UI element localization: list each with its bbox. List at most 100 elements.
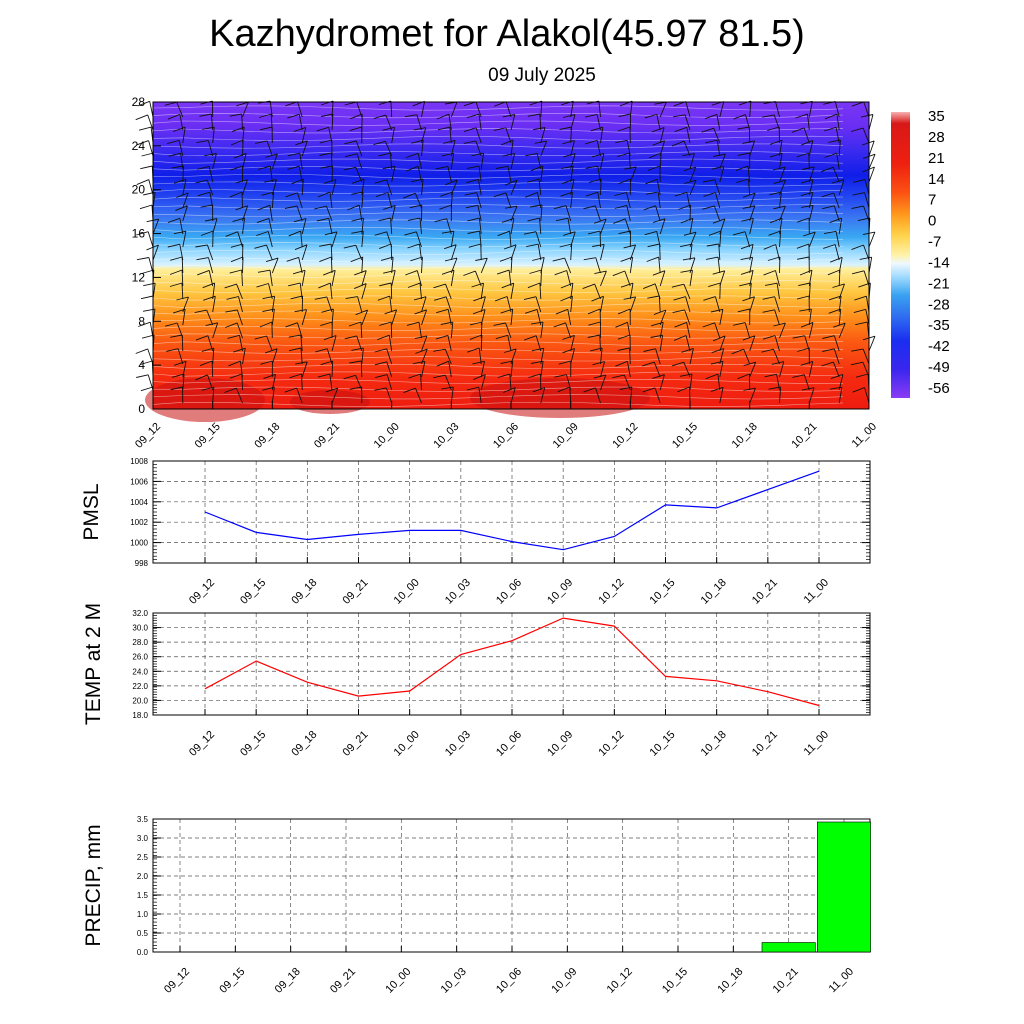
wind-barb xyxy=(435,334,452,352)
wind-barb xyxy=(464,192,482,209)
wind-barb xyxy=(824,230,840,248)
wind-barb xyxy=(823,126,840,144)
wind-barb xyxy=(562,114,576,131)
wind-barb xyxy=(261,191,275,209)
x-tick-label: 10_00 xyxy=(392,729,422,759)
wind-barb xyxy=(769,139,783,157)
colorbar-label: 7 xyxy=(928,192,936,209)
precip-bar xyxy=(816,821,871,953)
wind-barb xyxy=(411,139,424,157)
wind-barb xyxy=(496,269,512,287)
wind-barb xyxy=(735,165,751,183)
contour-line xyxy=(152,113,844,119)
wind-barb xyxy=(525,152,542,170)
contour-line xyxy=(152,386,844,392)
wind-barb xyxy=(232,217,246,235)
y-tick-label: 0.5 xyxy=(137,929,149,938)
wind-barb xyxy=(850,127,870,144)
wind-barb xyxy=(672,114,691,131)
wind-barb xyxy=(827,269,841,287)
x-tick-label: 10_12 xyxy=(596,577,626,607)
grid xyxy=(153,461,870,563)
wind-barbs xyxy=(135,100,876,404)
warm-core xyxy=(145,378,265,422)
wind-barb xyxy=(762,296,780,313)
y-axis-label: TEMP at 2 M xyxy=(82,603,105,725)
wind-barb xyxy=(644,230,661,248)
wind-barb xyxy=(554,374,572,391)
wind-barb xyxy=(469,334,483,352)
wind-barb xyxy=(345,296,363,313)
x-tick-label: 10_18 xyxy=(699,577,729,607)
wind-barb xyxy=(344,335,363,352)
wind-barb xyxy=(563,231,576,248)
wind-barb xyxy=(674,126,691,144)
wind-barb xyxy=(172,308,186,326)
wind-barb xyxy=(320,360,334,378)
wind-barb xyxy=(529,269,542,287)
y-tick-label: 3.0 xyxy=(137,834,149,843)
wind-barb xyxy=(829,217,843,235)
wind-barb xyxy=(832,283,845,300)
wind-barb xyxy=(167,217,184,235)
wind-barb xyxy=(532,387,546,404)
x-tick-label: 10_18 xyxy=(699,729,729,759)
wind-barb xyxy=(614,192,631,209)
x-tick-label: 10_03 xyxy=(443,729,473,759)
wind-barb xyxy=(466,386,482,404)
y-tick-label: 28.0 xyxy=(132,638,148,647)
wind-barb xyxy=(224,283,243,300)
plot-frame xyxy=(152,818,871,953)
wind-barb xyxy=(317,191,333,209)
wind-barb xyxy=(828,295,842,313)
warm-core xyxy=(290,390,370,414)
wind-barb xyxy=(736,178,751,196)
wind-barb xyxy=(501,282,515,300)
wind-barb xyxy=(437,126,452,144)
wind-barb xyxy=(323,179,337,196)
wind-barb xyxy=(615,139,631,157)
x-tick-label: 09_21 xyxy=(341,577,371,607)
wind-barb xyxy=(229,373,243,391)
wind-barb xyxy=(532,127,546,144)
wind-barb xyxy=(612,374,631,391)
y-tick-label: 2.0 xyxy=(137,872,149,881)
y-tick-label: 998 xyxy=(135,559,149,568)
wind-barb xyxy=(323,335,337,352)
contour-line xyxy=(152,196,844,202)
wind-barb xyxy=(802,387,815,404)
wind-barb xyxy=(323,269,336,287)
y-axis-label: PMSL xyxy=(80,483,103,540)
wind-barb xyxy=(344,153,363,170)
wind-barb xyxy=(255,140,273,157)
wind-barb xyxy=(410,256,423,274)
wind-barb xyxy=(706,256,721,274)
wind-barb xyxy=(852,387,870,404)
wind-barb xyxy=(377,295,393,313)
y-tick-label: 1008 xyxy=(130,457,148,466)
wind-barb xyxy=(502,114,516,131)
wind-barb xyxy=(463,270,482,287)
wind-barb xyxy=(414,335,428,352)
y-tick-label: 26.0 xyxy=(132,653,148,662)
x-tick-label: 10_00 xyxy=(392,577,422,607)
x-tick-label: 10_00 xyxy=(383,966,413,996)
wind-barb xyxy=(590,126,604,144)
wind-barb xyxy=(229,269,243,287)
wind-barb xyxy=(642,361,661,378)
colorbar-label: -21 xyxy=(928,275,950,292)
y-tick-label: 1.5 xyxy=(137,891,149,900)
wind-barb xyxy=(384,309,398,326)
wind-barb xyxy=(406,152,422,170)
wind-barb xyxy=(287,113,303,131)
wind-barb xyxy=(559,243,573,261)
wind-barb xyxy=(623,244,637,261)
x-tick-label: 10_09 xyxy=(545,729,575,759)
wind-barb xyxy=(677,386,691,404)
wind-barb xyxy=(552,257,572,274)
chart-title: Kazhydromet for Alakol(45.97 81.5) xyxy=(209,13,805,55)
precip-bar xyxy=(761,942,816,953)
wind-barb xyxy=(197,165,214,183)
wind-barb xyxy=(553,322,572,339)
chart-date: 09 July 2025 xyxy=(488,65,596,86)
